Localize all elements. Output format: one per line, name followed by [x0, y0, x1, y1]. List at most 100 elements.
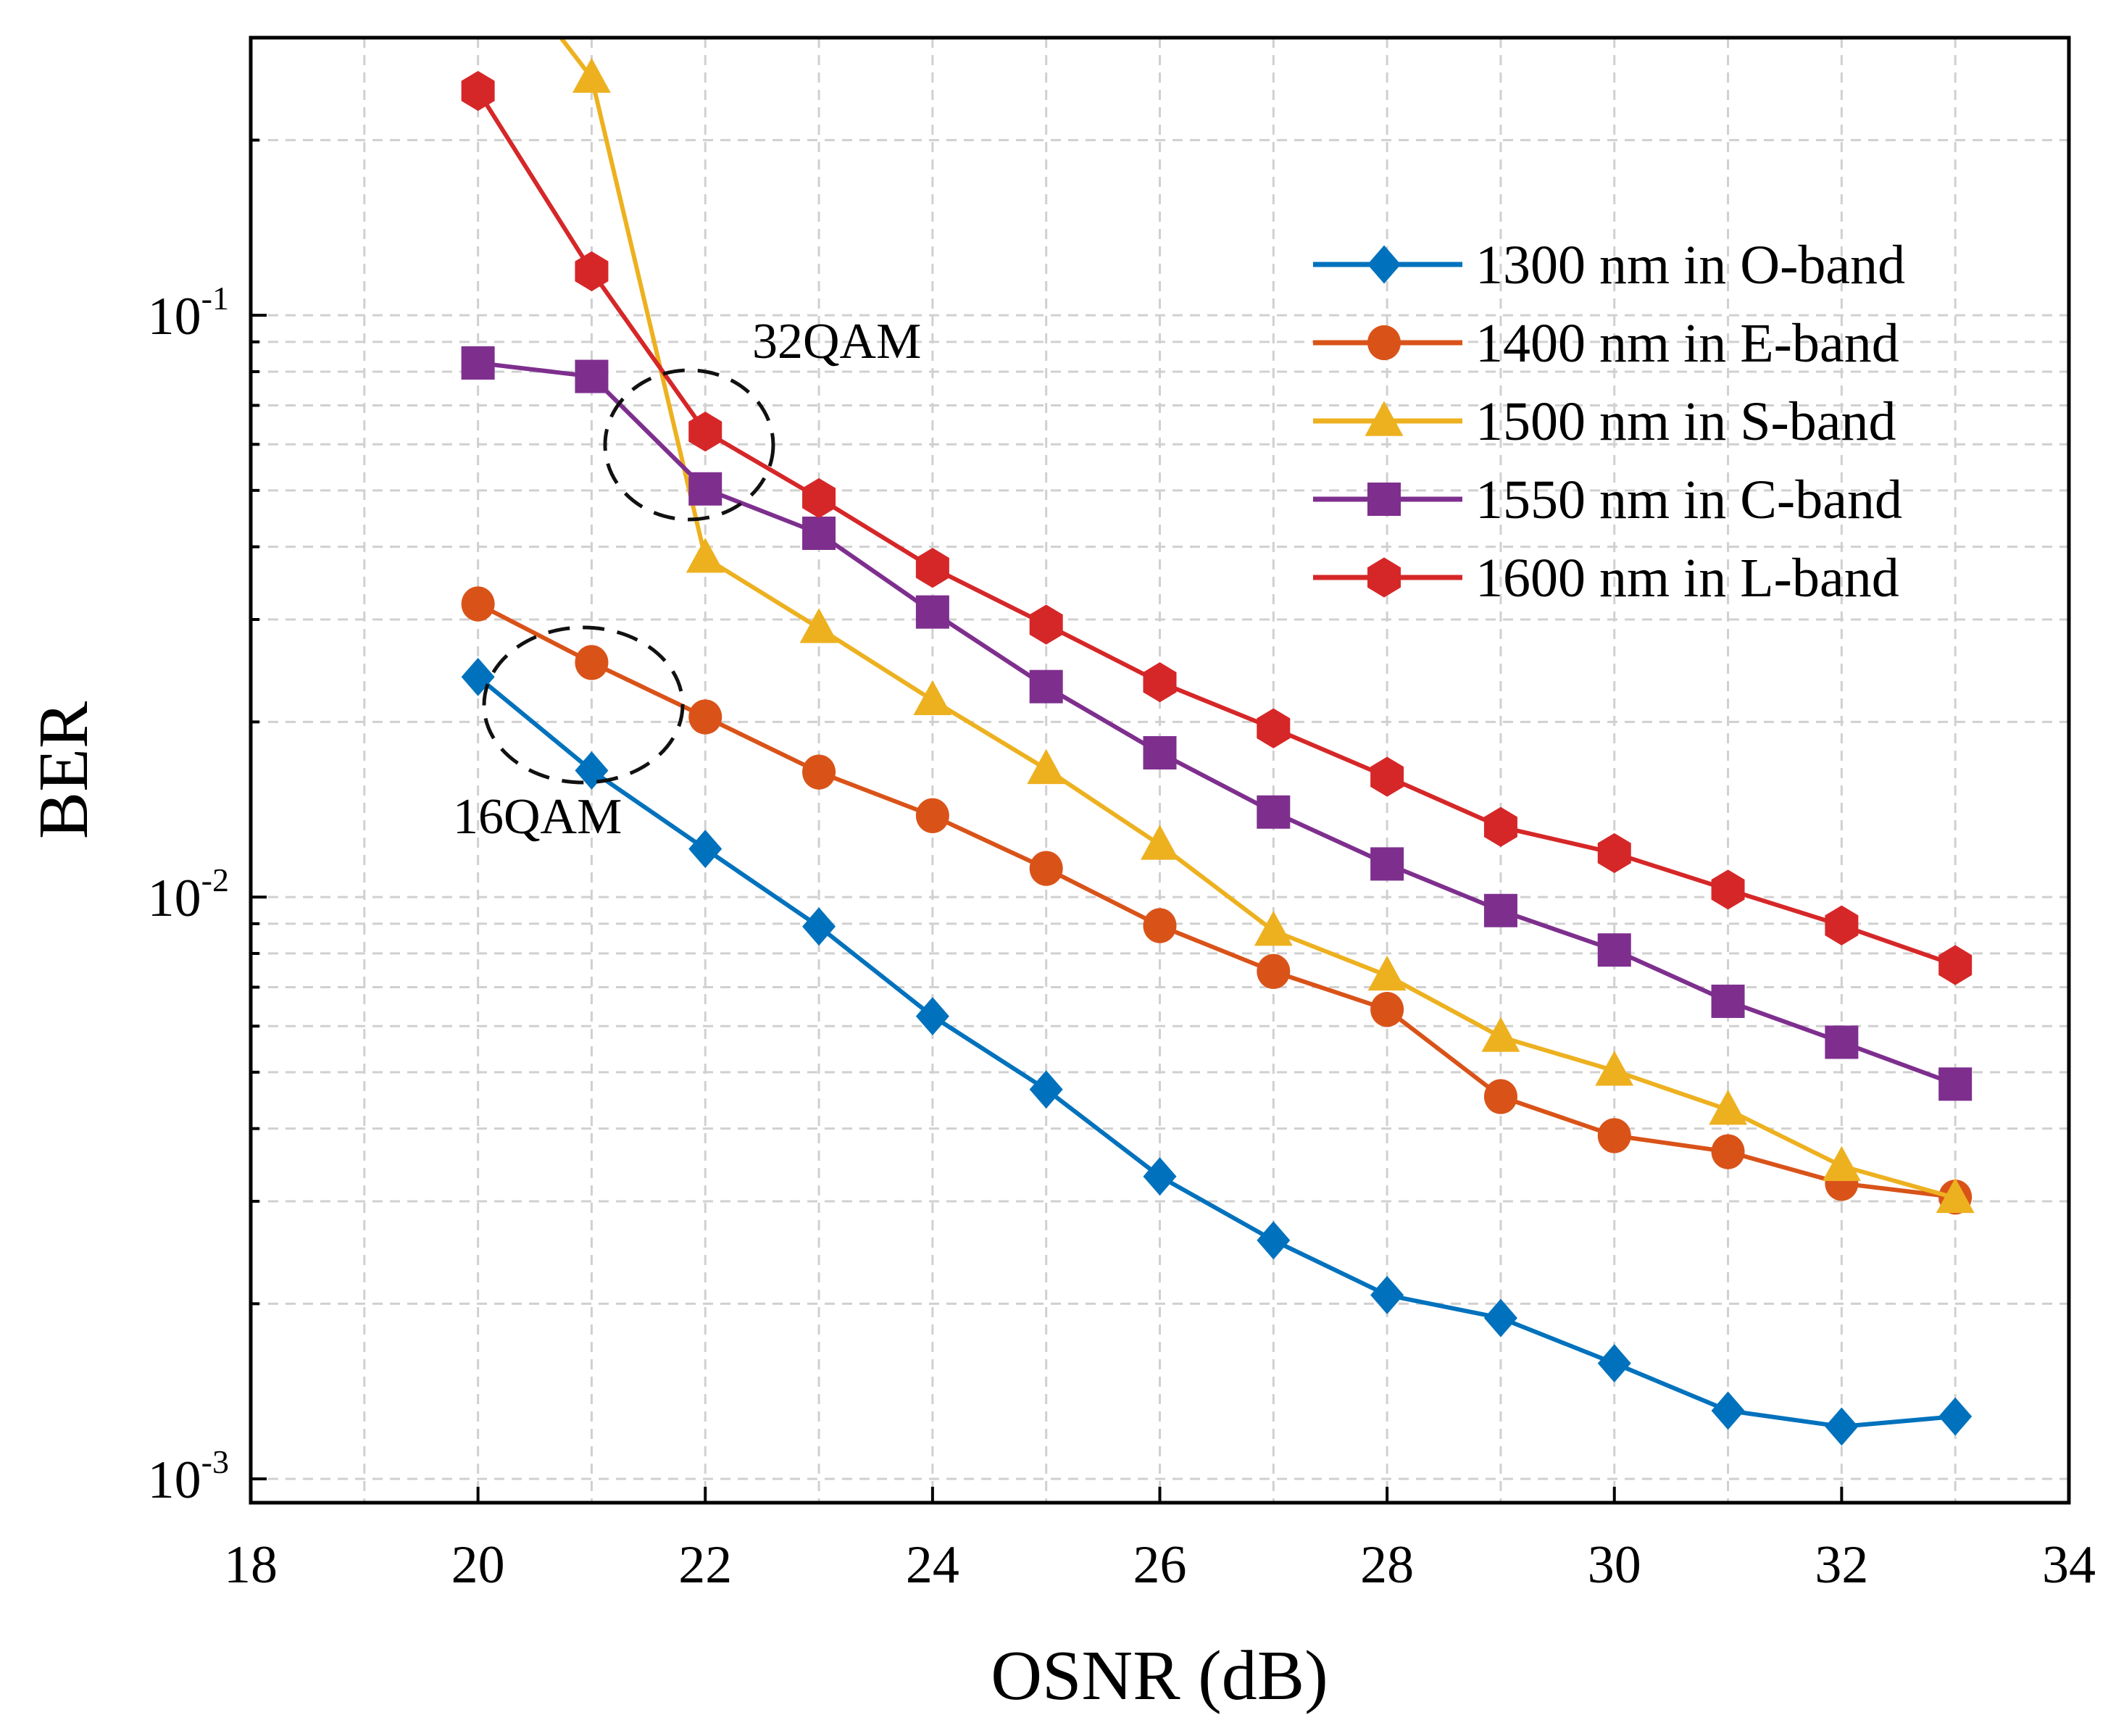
data-point: [915, 798, 949, 833]
data-point: [1370, 992, 1404, 1027]
series-line: [478, 360, 1957, 1087]
legend-label: 1600 nm in L-band: [1475, 548, 1899, 609]
data-point: [802, 754, 836, 790]
data-point: [802, 907, 836, 946]
legend-label: 1400 nm in E-band: [1475, 313, 1899, 374]
y-tick-label: 10-3: [148, 1443, 229, 1510]
series-l-band: [461, 70, 1973, 985]
legend-marker-triangle-icon: [1365, 401, 1404, 436]
data-point: [1029, 1070, 1063, 1109]
data-point: [1711, 869, 1745, 910]
data-point: [1257, 708, 1291, 748]
series-e-band: [461, 586, 1973, 1215]
annotation-16qam-ellipse: [482, 625, 685, 785]
data-point: [1711, 984, 1745, 1018]
annotation-32qam-label: 32QAM: [752, 314, 921, 370]
x-tick-label: 22: [678, 1535, 732, 1595]
data-point: [915, 548, 949, 588]
data-point: [1595, 1051, 1634, 1086]
data-point: [1141, 825, 1179, 860]
legend: 1300 nm in O-band 1400 nm in E-band 1500 n…: [1313, 235, 1905, 609]
legend-item: 1600 nm in L-band: [1313, 548, 1899, 609]
data-point: [1597, 832, 1631, 874]
data-point: [1711, 1391, 1745, 1430]
annotations: 32QAM 16QAM: [453, 314, 921, 845]
data-point: [1825, 905, 1859, 946]
legend-marker-hexagon-icon: [1367, 557, 1401, 598]
data-point: [1483, 806, 1517, 847]
legend-marker-diamond-icon: [1367, 245, 1401, 284]
x-tick-label: 20: [451, 1535, 505, 1595]
x-tick-label: 24: [906, 1535, 959, 1595]
data-point: [1938, 945, 1973, 985]
data-point: [688, 699, 722, 735]
data-point: [1367, 955, 1407, 991]
x-axis-label: OSNR (dB): [991, 1637, 1328, 1715]
data-point: [1029, 851, 1063, 886]
annotation-32qam-ellipse: [603, 368, 775, 522]
data-point: [575, 251, 609, 292]
data-point: [1143, 908, 1177, 943]
series-line: [558, 38, 1957, 1201]
data-point: [1481, 1017, 1520, 1052]
data-point: [915, 997, 949, 1036]
series-c-band: [461, 346, 1973, 1101]
annotation-16qam-label: 16QAM: [453, 789, 622, 845]
x-tick-label: 28: [1360, 1535, 1414, 1595]
x-tick-label: 26: [1133, 1535, 1187, 1595]
data-point: [1709, 1090, 1748, 1125]
series-layer: [461, 38, 1975, 1446]
data-point: [913, 680, 952, 716]
x-tick-label: 30: [1588, 1535, 1641, 1595]
data-point: [1257, 953, 1291, 989]
series-s-band: [558, 38, 1975, 1214]
data-point: [1483, 1079, 1517, 1114]
data-point: [1143, 735, 1177, 769]
legend-item: 1300 nm in O-band: [1313, 235, 1905, 296]
data-point: [1370, 756, 1404, 797]
legend-marker-square-icon: [1367, 483, 1401, 516]
series-line: [476, 89, 1957, 967]
data-point: [1370, 1275, 1404, 1314]
series-o-band: [461, 657, 1973, 1446]
data-point: [1822, 1145, 1861, 1181]
legend-label: 1550 nm in C-band: [1475, 470, 1902, 530]
data-point: [461, 346, 495, 380]
axis-ticks: 18 20 22 24 26 28 30 32 34 10-1 10-2 10-3: [148, 138, 2096, 1595]
data-point: [1597, 1118, 1631, 1153]
data-point: [1483, 1298, 1517, 1338]
data-point: [1254, 911, 1293, 946]
plot-frame: [249, 36, 2071, 1505]
data-point: [1027, 748, 1066, 785]
data-point: [575, 359, 609, 393]
x-tick-label: 34: [2042, 1535, 2096, 1595]
data-point: [1143, 1157, 1177, 1196]
data-point: [1711, 1134, 1745, 1169]
data-point: [461, 70, 495, 112]
data-point: [1029, 604, 1063, 645]
data-point: [461, 657, 495, 696]
y-tick-label: 10-1: [148, 280, 229, 346]
data-point: [572, 57, 611, 93]
data-point: [1825, 1407, 1859, 1446]
data-point: [1938, 1397, 1973, 1436]
data-point: [461, 586, 495, 622]
data-point: [1938, 1067, 1973, 1101]
data-point: [688, 412, 722, 452]
legend-label: 1500 nm in S-band: [1475, 391, 1896, 452]
data-point: [1143, 662, 1177, 703]
data-point: [802, 516, 836, 550]
data-point: [1370, 847, 1404, 881]
data-point: [1029, 669, 1063, 704]
data-point: [1257, 1221, 1291, 1260]
data-point: [575, 645, 609, 680]
data-point: [915, 595, 949, 629]
data-point: [688, 472, 722, 506]
y-axis-label: BER: [25, 701, 103, 839]
legend-item: 1550 nm in C-band: [1313, 470, 1902, 530]
legend-item: 1500 nm in S-band: [1313, 391, 1896, 452]
y-tick-label: 10-2: [148, 861, 229, 928]
legend-item: 1400 nm in E-band: [1313, 313, 1899, 374]
data-point: [686, 538, 725, 573]
